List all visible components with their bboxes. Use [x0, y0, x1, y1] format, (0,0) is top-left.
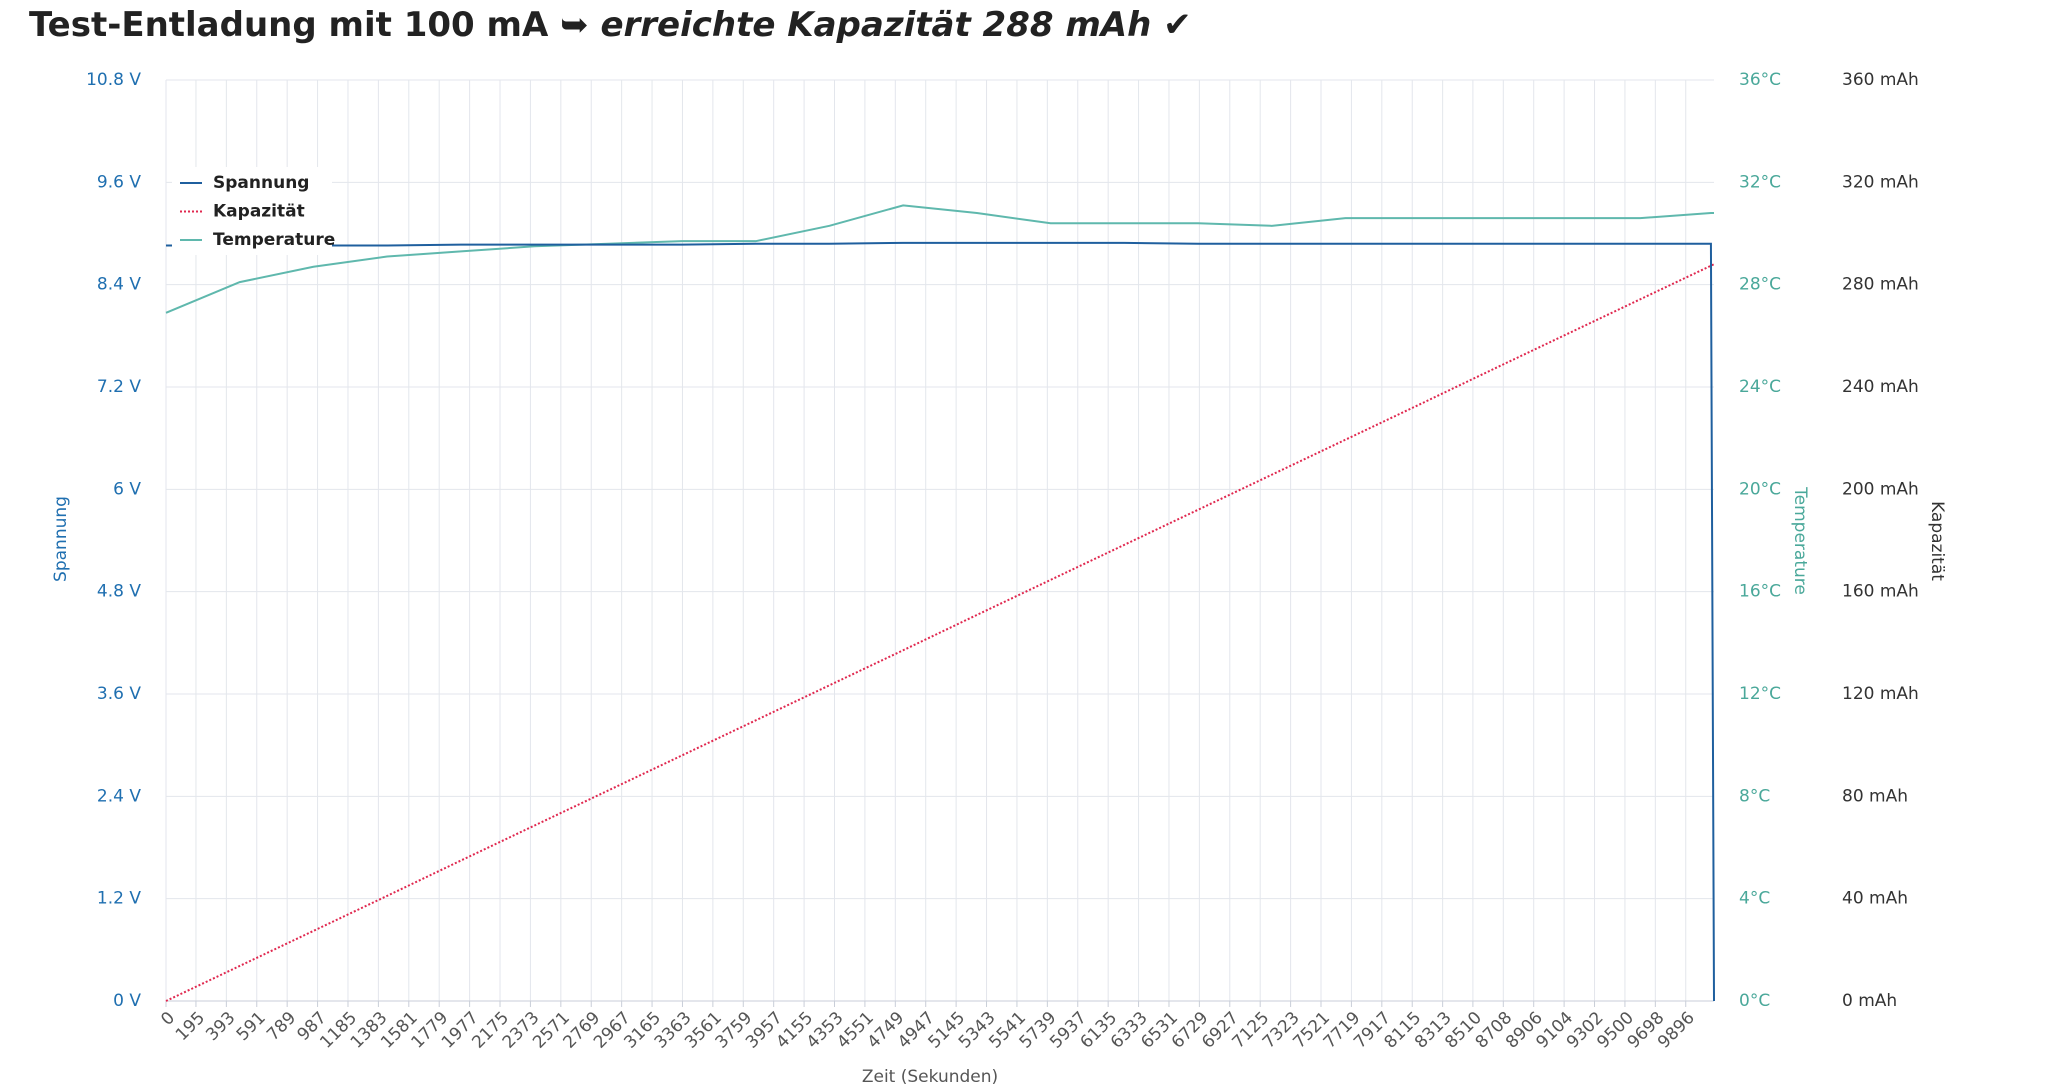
x-tick-label: 789: [263, 1008, 300, 1045]
y3-tick-label: 120 mAh: [1842, 684, 1919, 704]
y-tick-label: 0 V: [113, 991, 141, 1011]
y2-tick-label: 12°C: [1739, 684, 1781, 704]
y2-tick-label: 0°C: [1739, 991, 1770, 1011]
y3-tick-label: 360 mAh: [1842, 70, 1919, 90]
y3-tick-label: 320 mAh: [1842, 172, 1919, 192]
y3-tick-label: 200 mAh: [1842, 479, 1919, 499]
y-tick-label: 2.4 V: [97, 786, 141, 806]
series-line: [166, 241, 1715, 1002]
y2-tick-label: 8°C: [1739, 786, 1770, 806]
y-tick-label: 7.2 V: [97, 377, 141, 397]
y3-tick-label: 240 mAh: [1842, 377, 1919, 397]
y-tick-label: 3.6 V: [97, 684, 141, 704]
legend: Spannung Kapazität Temperature: [172, 167, 335, 255]
y-tick-label: 1.2 V: [97, 889, 141, 909]
legend-label: Kapazität: [213, 202, 305, 222]
y-tick-label: 9.6 V: [97, 172, 141, 192]
y2-tick-label: 4°C: [1739, 889, 1770, 909]
y2-axis-title: Temperature: [1790, 486, 1810, 595]
series-line: [165, 204, 1714, 314]
x-axis-title: Zeit (Sekunden): [862, 1067, 998, 1087]
y2-tick-label: 16°C: [1739, 582, 1781, 602]
legend-label: Temperature: [213, 230, 335, 250]
y3-axis-title: Kapazität: [1927, 501, 1947, 581]
y2-tick-label: 28°C: [1739, 275, 1781, 295]
y3-tick-label: 80 mAh: [1842, 786, 1908, 806]
legend-label: Spannung: [213, 173, 309, 193]
y2-tick-label: 24°C: [1739, 377, 1781, 397]
x-tick-label: 393: [202, 1008, 239, 1045]
series-line: [165, 263, 1715, 1002]
y2-tick-label: 20°C: [1739, 479, 1781, 499]
y3-tick-label: 40 mAh: [1842, 889, 1908, 909]
y-tick-label: 4.8 V: [97, 582, 141, 602]
x-tick-label: 195: [172, 1008, 209, 1045]
title-main: Test-Entladung mit 100 mA ➥: [29, 5, 589, 45]
title-emphasis: erreichte Kapazität 288 mAh ✔: [600, 5, 1191, 45]
y2-tick-label: 32°C: [1739, 172, 1781, 192]
y-tick-label: 8.4 V: [97, 275, 141, 295]
y-axis-title: Spannung: [51, 496, 71, 582]
y3-tick-label: 0 mAh: [1842, 991, 1897, 1011]
y-tick-label: 10.8 V: [86, 70, 141, 90]
y3-tick-label: 280 mAh: [1842, 275, 1919, 295]
y-tick-label: 6 V: [113, 479, 141, 499]
x-tick-label: 591: [233, 1008, 270, 1045]
chart-title: Test-Entladung mit 100 mA ➥ erreichte Ka…: [29, 5, 1192, 45]
y3-tick-label: 160 mAh: [1842, 582, 1919, 602]
y2-tick-label: 36°C: [1739, 70, 1781, 90]
